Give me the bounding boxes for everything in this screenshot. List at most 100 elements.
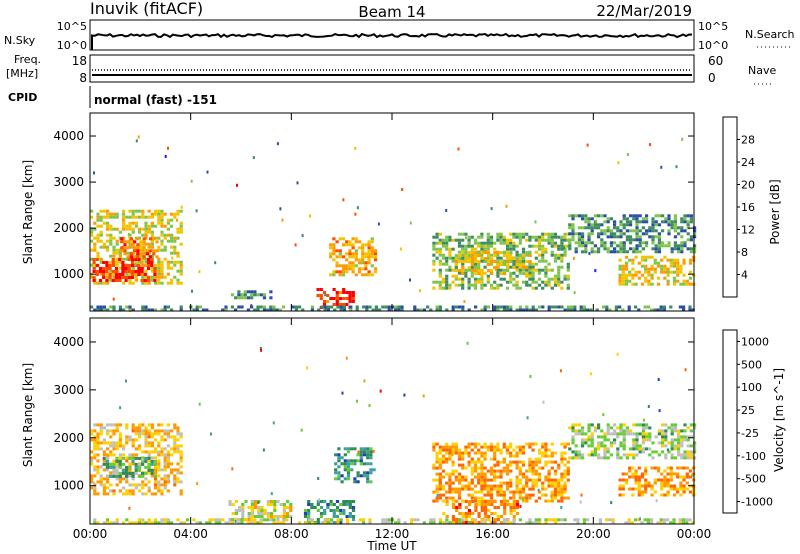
velocity-speckle	[368, 404, 371, 408]
velocity-speckle	[602, 413, 605, 417]
power-ytick-label: 1000	[53, 267, 84, 281]
power-speckle	[296, 181, 299, 185]
power-speckle	[112, 297, 115, 301]
freq-tick-bottom: 8	[79, 71, 87, 85]
nsearch-tick-bottom: 10^0	[698, 39, 728, 52]
power-speckle	[294, 243, 297, 247]
power-speckle	[354, 212, 357, 216]
power-ytick-label: 4000	[53, 129, 84, 143]
velocity-colorbar-label: Velocity [m s^-1]	[772, 368, 786, 472]
velocity-colorbar-tick: 1000	[741, 335, 769, 348]
power-speckle	[563, 246, 565, 250]
power-echo-region	[92, 258, 157, 282]
power-speckle	[377, 222, 380, 226]
date-title: 22/Mar/2019	[596, 2, 692, 20]
velocity-speckle	[580, 493, 583, 497]
velocity-speckle	[128, 506, 131, 510]
power-speckle	[490, 207, 493, 211]
velocity-colorbar-tick: 25	[741, 404, 755, 417]
velocity-speckle	[403, 393, 406, 397]
cpid-value: normal (fast) -151	[94, 93, 217, 107]
power-ytick-label: 2000	[53, 221, 84, 235]
velocity-ytick-label: 2000	[53, 431, 84, 445]
cpid-label: CPID	[8, 91, 37, 104]
velocity-speckle	[658, 409, 661, 413]
velocity-speckle	[317, 477, 320, 480]
velocity-speckle	[119, 406, 122, 410]
power-speckle	[127, 233, 130, 236]
power-speckle	[324, 293, 327, 297]
freq-unit: [MHz]	[6, 67, 38, 80]
velocity-speckle	[125, 379, 127, 383]
velocity-speckle	[372, 449, 375, 453]
power-speckle	[495, 268, 497, 272]
velocity-speckle	[300, 428, 303, 432]
velocity-speckle	[379, 389, 382, 393]
power-speckle	[445, 209, 448, 212]
velocity-speckle	[257, 501, 260, 504]
nsearch-tick-top: 10^5	[698, 20, 728, 33]
velocity-speckle	[272, 421, 275, 425]
power-speckle	[276, 142, 279, 146]
velocity-ytick-label: 3000	[53, 383, 84, 397]
power-speckle	[573, 256, 575, 260]
nsky-tick-bottom: 10^0	[57, 39, 87, 52]
power-speckle	[586, 143, 589, 147]
velocity-speckle	[231, 467, 234, 471]
velocity-speckle	[691, 473, 694, 477]
velocity-speckle	[92, 481, 95, 485]
power-echo-region	[230, 290, 273, 300]
velocity-colorbar-tick: 500	[741, 358, 762, 371]
power-speckle	[419, 289, 421, 293]
x-tick-label: 20:00	[576, 527, 611, 541]
station-title: Inuvik (fitACF)	[90, 0, 203, 18]
power-colorbar-tick: 12	[741, 224, 755, 237]
velocity-panel: 1000 2000 3000 4000 00:00 04:00 08:00 12:00 16:0…	[53, 317, 773, 541]
nsky-panel: N.Sky 10^5 10^0 10^5 10^0 N.Search	[4, 19, 795, 52]
power-speckle	[534, 220, 537, 224]
power-speckle	[214, 261, 217, 265]
power-colorbar-tick: 24	[741, 156, 755, 169]
power-echo-region	[568, 214, 697, 254]
velocity-speckle	[647, 405, 650, 408]
velocity-speckle	[616, 352, 619, 356]
velocity-colorbar-tick: -500	[741, 473, 766, 486]
power-speckle	[626, 153, 629, 156]
velocity-speckle	[642, 418, 645, 422]
velocity-speckle	[645, 437, 648, 441]
velocity-speckle	[474, 506, 476, 510]
power-echo-region	[90, 305, 695, 312]
velocity-speckle	[519, 504, 522, 508]
power-speckle	[409, 278, 411, 282]
power-speckle	[137, 135, 140, 139]
velocity-speckle	[526, 416, 529, 420]
power-speckle	[457, 147, 460, 151]
freq-panel: Freq. [MHz] 18 8 60 0 Nave	[6, 53, 776, 85]
velocity-colorbar-tick: 100	[741, 381, 762, 394]
power-speckle	[595, 219, 598, 223]
velocity-speckle	[234, 520, 237, 524]
velocity-speckle	[494, 464, 497, 468]
velocity-speckle	[356, 399, 358, 403]
power-echo-region	[120, 237, 159, 259]
power-colorbar-label: Power [dB]	[768, 179, 782, 244]
x-tick-label: 16:00	[475, 527, 510, 541]
velocity-ylabel: Slant Range [km]	[21, 363, 35, 467]
power-speckle	[206, 170, 209, 174]
velocity-speckle	[306, 366, 308, 370]
velocity-colorbar-tick: -25	[741, 427, 759, 440]
velocity-speckle	[684, 368, 687, 372]
power-speckle	[167, 146, 169, 150]
power-speckle	[279, 207, 282, 211]
power-echo-region	[454, 251, 532, 276]
power-speckle	[409, 221, 412, 225]
power-speckle	[573, 291, 576, 295]
velocity-echo-region	[102, 456, 157, 478]
power-speckle	[252, 156, 255, 160]
power-echo-region	[329, 237, 378, 277]
power-speckle	[465, 236, 467, 240]
power-speckle	[236, 183, 238, 187]
velocity-speckle	[589, 372, 592, 376]
power-speckle	[190, 179, 193, 183]
velocity-speckle	[579, 500, 582, 504]
